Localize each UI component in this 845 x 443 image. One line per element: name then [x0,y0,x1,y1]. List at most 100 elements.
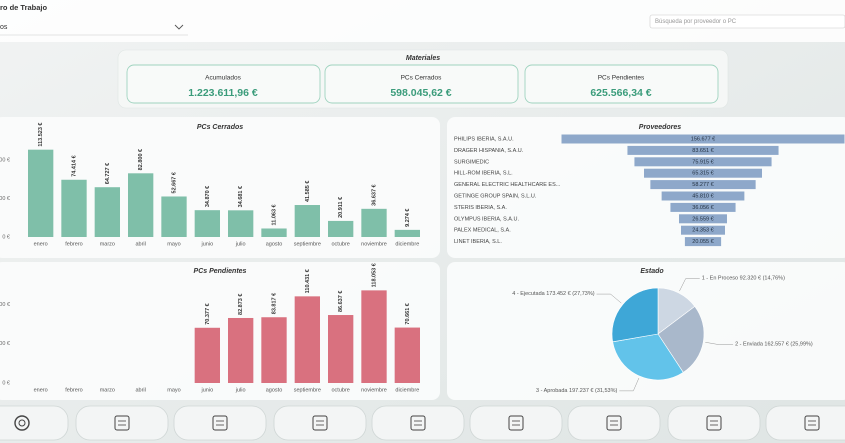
x-tick-label: julio [235,241,246,247]
chart-title: Estado [640,268,664,275]
y-tick-label: 0 € [2,380,10,386]
filter-label: ro de Trabajo [0,3,48,12]
nav-button-frame [371,405,465,441]
nav-button[interactable] [567,405,661,441]
data-label: 83.817 € [271,293,277,314]
search-placeholder: Búsqueda por proveedor o PC [655,19,737,25]
funnel-bar [679,214,727,224]
slice-category: 1 - En Proceso [702,276,738,282]
nav-icon [804,415,820,431]
data-label: 58.277 € [692,182,713,188]
nav-button-frame [765,405,845,441]
nav-button[interactable] [667,405,761,441]
bar [194,210,220,237]
leader-line [679,278,700,292]
funnel-bar [634,157,772,167]
bar [294,296,320,383]
dropdown-chevron[interactable] [174,24,184,30]
data-label: 113.523 € [38,123,44,147]
slice-label: 3 - Aprobada 197.237 € (31,53%) [536,388,618,394]
nav-icon [18,419,26,427]
x-tick-label: marzo [100,387,115,393]
leader-line [619,377,640,392]
search-box[interactable] [649,14,845,29]
nav-button-frame [567,405,661,441]
x-tick-label: agosto [266,241,283,247]
bar [161,196,187,237]
nav-bar [0,405,845,441]
slice-category: 4 - Ejecutada [512,292,545,298]
data-label: 9.274 € [405,209,411,227]
funnel-bar [681,225,725,235]
data-label: 74.414 € [71,155,77,176]
nav-button-frame [75,405,169,441]
category-label: LINET IBERIA, S.L. [454,239,502,245]
y-tick-label: 100.000 € [0,302,10,308]
data-label: 82.800 € [138,149,144,170]
nav-button[interactable] [0,405,69,441]
pie-slice [611,287,659,343]
bar [361,208,387,237]
nav-button-frame [0,405,69,441]
leader-line [596,293,622,304]
data-label: 86.637 € [338,291,344,312]
kpi-value: 1.223.611,96 € [188,87,258,99]
filter-value[interactable]: os [0,24,8,31]
nav-button[interactable] [273,405,367,441]
funnel-bar [644,168,762,178]
nav-icon [606,415,622,431]
slice-label: 2 - Enviada 162.557 € (25,99%) [735,342,813,348]
nav-button[interactable] [173,405,267,441]
slice-value: 197.237 € (31,53%) [569,388,617,394]
nav-button[interactable] [469,405,563,441]
pie-slice [612,333,684,381]
bar [261,228,287,237]
y-tick-label: 100.000 € [0,158,10,164]
x-tick-label: marzo [100,241,115,247]
x-tick-label: enero [34,387,48,393]
slice-value: 92.320 € (14,76%) [740,276,785,282]
nav-button[interactable] [765,405,845,441]
x-tick-label: noviembre [361,241,387,247]
nav-icon [312,415,328,431]
bar [294,205,320,237]
slice-category: 3 - Aprobada [536,388,568,394]
category-label: OLYMPUS IBERIA, S.A.U. [454,216,519,222]
bar [61,179,87,237]
category-label: DRAGER HISPANIA, S.A.U. [454,148,524,154]
funnel-bar [661,191,745,201]
funnel-bar [561,134,845,144]
chart-title: Proveedores [639,124,682,131]
x-tick-label: junio [201,387,214,393]
x-tick-label: abril [135,241,145,247]
data-label: 20.911 € [338,197,344,218]
x-tick-label: febrero [65,387,82,393]
data-label: 34.870 € [205,186,211,207]
nav-icon [14,415,30,431]
slice-label: 4 - Ejecutada 173.452 € (27,73%) [512,292,594,298]
data-label: 34.681 € [238,186,244,207]
leader-line [705,342,734,345]
data-label: 36.637 € [371,184,377,205]
x-tick-label: abril [135,387,145,393]
nav-button[interactable] [371,405,465,441]
kpi-label: Acumulados [205,75,242,82]
pie-slice [657,305,705,373]
category-label: GENERAL ELECTRIC HEALTHCARE ES... [454,182,561,188]
x-tick-label: diciembre [395,241,419,247]
nav-button[interactable] [75,405,169,441]
slice-value: 162.557 € (25,99%) [764,342,812,348]
bar [328,315,354,383]
bar [361,290,387,383]
category-label: PHILIPS IBERIA, S.A.U. [454,136,514,142]
data-label: 45.810 € [692,193,713,199]
x-tick-label: octubre [331,387,349,393]
kpi-card [324,64,519,104]
category-label: PALEX MEDICAL, S.A. [454,228,511,234]
nav-icon [114,415,130,431]
data-label: 156.677 € [691,136,715,142]
data-label: 41.585 € [305,181,311,202]
kpi-label: PCs Cerrados [401,75,443,82]
kpi-value: 598.045,62 € [390,87,451,99]
